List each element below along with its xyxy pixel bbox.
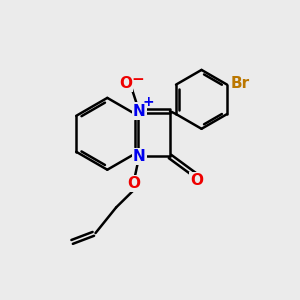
Text: O: O [190, 173, 204, 188]
Text: O: O [119, 76, 132, 91]
Text: +: + [142, 95, 154, 109]
Text: O: O [127, 176, 140, 191]
Text: N: N [133, 149, 146, 164]
Text: N: N [133, 103, 146, 118]
Text: Br: Br [231, 76, 250, 91]
Text: −: − [131, 72, 144, 87]
